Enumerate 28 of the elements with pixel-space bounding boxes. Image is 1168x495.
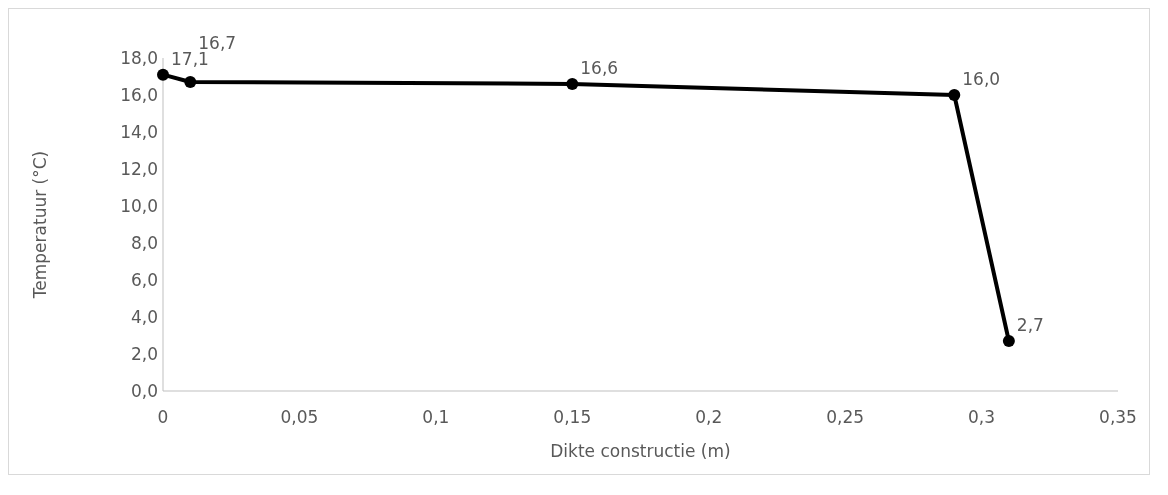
x-tick-label: 0,15 bbox=[553, 407, 592, 427]
x-tick-label: 0,3 bbox=[968, 407, 996, 427]
x-tick-label: 0,1 bbox=[422, 407, 450, 427]
y-tick-label: 14,0 bbox=[120, 121, 158, 142]
point bbox=[948, 89, 961, 101]
point bbox=[566, 77, 579, 90]
y-tick-label: 12,0 bbox=[120, 158, 158, 179]
x-tick-label: 0,05 bbox=[280, 407, 319, 427]
y-tick-label: 16,0 bbox=[120, 84, 158, 105]
y-tick-label: 4,0 bbox=[130, 306, 158, 327]
y-axis-title: Temperatuur (°C) bbox=[30, 150, 50, 300]
point bbox=[1002, 335, 1015, 348]
y-tick-label: 2,0 bbox=[130, 343, 158, 364]
point bbox=[184, 76, 197, 89]
text: 16,0 bbox=[962, 69, 1001, 89]
x-tick-label: 0,25 bbox=[826, 407, 865, 427]
y-tick-label: 0,0 bbox=[130, 380, 158, 401]
y-tick-label: 10,0 bbox=[120, 195, 158, 216]
x-tick-label: 0 bbox=[157, 407, 169, 427]
x-axis-title: Dikte constructie (m) bbox=[550, 441, 731, 461]
point bbox=[157, 68, 169, 81]
y-tick-label: 18,0 bbox=[120, 47, 158, 68]
text: 2,7 bbox=[1016, 315, 1044, 336]
x-tick-label: 0,2 bbox=[695, 407, 723, 427]
x-tick-label: 0,35 bbox=[1099, 407, 1137, 427]
text: 16,6 bbox=[580, 57, 619, 78]
y-tick-label: 8,0 bbox=[130, 232, 158, 253]
y-tick-label: 6,0 bbox=[130, 269, 158, 290]
